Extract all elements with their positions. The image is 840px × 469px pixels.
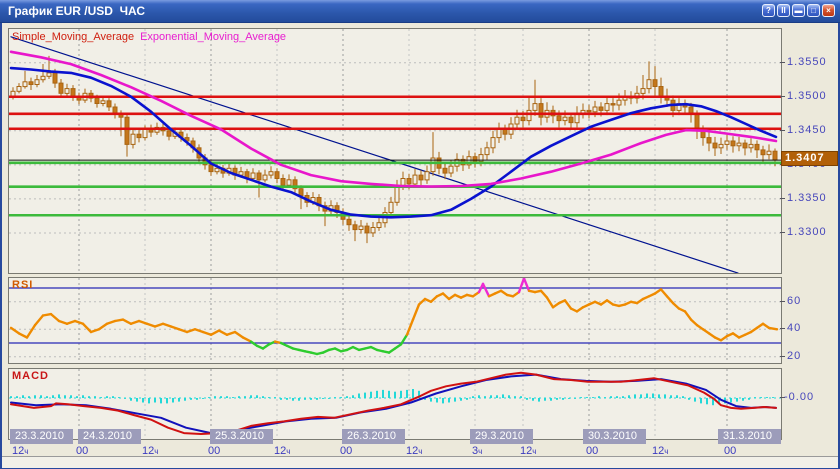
time-tick-label: 12ч [652,445,669,457]
price-tick-label: 1.3350 [787,191,827,204]
rsi-label: RSI [12,279,34,291]
price-tick-label: 1.3500 [787,89,827,102]
window-title: График EUR /USD ЧАС [8,4,146,18]
rsi-tick [780,355,785,357]
price-tick [780,129,785,131]
date-badge: 24.3.2010 [78,429,141,444]
date-badge: 26.3.2010 [342,429,405,444]
date-badge: 29.3.2010 [470,429,533,444]
help-button[interactable]: ? [762,4,775,17]
current-price-badge: 1.3407 [781,151,838,166]
rsi-tick-label: 60 [787,294,802,307]
rsi-tick [780,328,785,330]
time-tick-label: 12ч [12,445,29,457]
chart-legend: Simple_Moving_Average Exponential_Moving_… [12,31,286,43]
time-tick-label: 12ч [520,445,537,457]
time-tick-label: 00 [208,445,221,457]
time-tick-label: 00 [724,445,737,457]
window-controls: ? II ▬ □ × [762,4,835,17]
rsi-tick-label: 40 [787,322,802,335]
price-tick [780,95,785,97]
macd-chart-svg[interactable] [8,368,782,440]
macd-tick [780,397,785,398]
price-tick-label: 1.3550 [787,55,827,68]
date-badge: 25.3.2010 [210,429,273,444]
status-bar [2,456,838,468]
price-tick [780,231,785,233]
rsi-chart-svg[interactable] [8,277,782,364]
pause-button[interactable]: II [777,4,790,17]
time-tick-label: 3ч [472,445,483,457]
rsi-tick-label: 20 [787,349,802,362]
rsi-tick [780,300,785,302]
time-tick-label: 12ч [274,445,291,457]
price-tick [780,197,785,199]
close-button[interactable]: × [822,4,835,17]
date-badge: 23.3.2010 [10,429,73,444]
price-tick-label: 1.3300 [787,225,827,238]
window-titlebar[interactable]: График EUR /USD ЧАС ? II ▬ □ × [0,0,840,23]
legend-ema-label: Exponential_Moving_Average [140,31,287,43]
price-tick-label: 1.3450 [787,123,827,136]
time-tick-label: 00 [340,445,353,457]
macd-tick-label: -0.00 [784,391,815,403]
date-badge: 31.3.2010 [718,429,781,444]
macd-label: MACD [12,370,49,382]
legend-sma-label: Simple_Moving_Average [12,31,135,43]
time-tick-label: 00 [586,445,599,457]
date-badge: 30.3.2010 [583,429,646,444]
price-chart-svg[interactable] [8,28,782,274]
price-tick [780,61,785,63]
time-tick-label: 12ч [142,445,159,457]
time-tick-label: 00 [76,445,89,457]
minimize-button[interactable]: ▬ [792,4,805,17]
maximize-button[interactable]: □ [807,4,820,17]
time-tick-label: 12ч [406,445,423,457]
